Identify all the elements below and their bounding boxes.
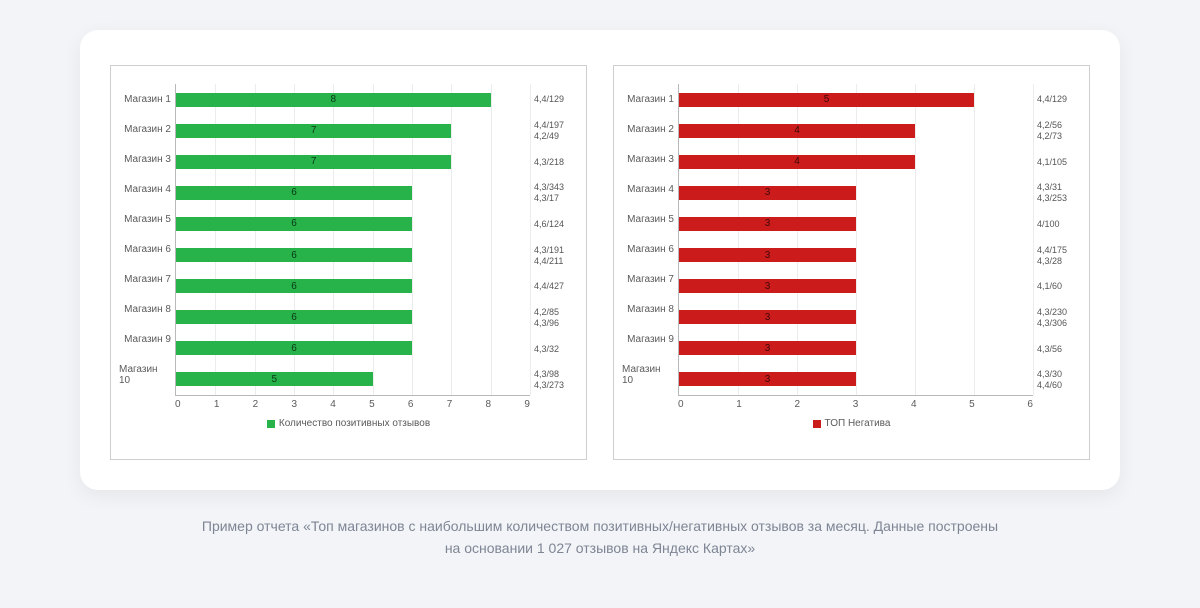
- caption-text: Пример отчета «Топ магазинов с наибольши…: [80, 490, 1120, 559]
- y-label: Магазин 8: [124, 304, 171, 315]
- x-tick: 1: [736, 399, 742, 410]
- annotation: 4,4/1974,2/49: [534, 115, 578, 146]
- bar: 6: [176, 186, 412, 200]
- annotation: 4,3/3434,3/17: [534, 178, 578, 209]
- x-tick: 6: [408, 399, 414, 410]
- x-tick: 3: [853, 399, 859, 410]
- x-tick: 9: [524, 399, 530, 410]
- x-tick: 8: [486, 399, 492, 410]
- annotation: 4,4/427: [534, 271, 578, 302]
- annotation: 4,3/984,3/273: [534, 365, 578, 396]
- x-tick: 5: [369, 399, 375, 410]
- annotation: 4,2/564,2/73: [1037, 115, 1081, 146]
- y-label: Магазин 7: [627, 274, 674, 285]
- annotation: 4,1/105: [1037, 146, 1081, 177]
- bar: 6: [176, 341, 412, 355]
- y-axis-labels: Магазин 1 Магазин 2 Магазин 3 Магазин 4 Мага…: [622, 84, 678, 396]
- x-tick: 4: [911, 399, 917, 410]
- annotation: 4,3/1914,4/211: [534, 240, 578, 271]
- bar: 3: [679, 341, 856, 355]
- y-label: Магазин 9: [124, 334, 171, 345]
- y-label: Магазин 5: [627, 214, 674, 225]
- y-label: Магазин 5: [124, 214, 171, 225]
- x-tick: 2: [794, 399, 800, 410]
- x-tick: 6: [1027, 399, 1033, 410]
- annotation: 4,3/32: [534, 334, 578, 365]
- x-axis: 0 1 2 3 4 5 6: [678, 396, 1033, 410]
- chart-negative: Магазин 1 Магазин 2 Магазин 3 Магазин 4 Мага…: [613, 65, 1090, 460]
- annotation: 4,3/56: [1037, 334, 1081, 365]
- annotation: 4,3/218: [534, 146, 578, 177]
- annotation: 4,4/1754,3/28: [1037, 240, 1081, 271]
- y-label: Магазин 1: [627, 94, 674, 105]
- bar: 7: [176, 155, 451, 169]
- bar: 4: [679, 124, 915, 138]
- bar: 5: [679, 93, 974, 107]
- bar: 3: [679, 372, 856, 386]
- annotation: 4,3/2304,3/306: [1037, 302, 1081, 333]
- x-tick: 5: [969, 399, 975, 410]
- annotation: 4,4/129: [534, 84, 578, 115]
- plot-area: 8 7 7 6 6 6 6 6 6 5: [175, 84, 530, 396]
- right-annotations: 4,4/1294,2/564,2/734,1/1054,3/314,3/2534…: [1033, 84, 1081, 396]
- x-tick: 0: [678, 399, 684, 410]
- y-label: Магазин 8: [627, 304, 674, 315]
- y-label: Магазин 9: [627, 334, 674, 345]
- y-label: Магазин 4: [124, 184, 171, 195]
- chart-positive: Магазин 1 Магазин 2 Магазин 3 Магазин 4 Мага…: [110, 65, 587, 460]
- y-label: Магазин 2: [627, 124, 674, 135]
- y-label: Магазин 2: [124, 124, 171, 135]
- annotation: 4,6/124: [534, 209, 578, 240]
- bar: 4: [679, 155, 915, 169]
- bar: 6: [176, 279, 412, 293]
- bar: 6: [176, 248, 412, 262]
- annotation: 4,4/129: [1037, 84, 1081, 115]
- chart-card: Магазин 1 Магазин 2 Магазин 3 Магазин 4 Мага…: [80, 30, 1120, 490]
- legend-swatch: [813, 420, 821, 428]
- x-tick: 3: [291, 399, 297, 410]
- bar: 3: [679, 186, 856, 200]
- bar: 3: [679, 217, 856, 231]
- bar: 3: [679, 310, 856, 324]
- bar: 6: [176, 310, 412, 324]
- y-label: Магазин 3: [124, 154, 171, 165]
- bar: 8: [176, 93, 491, 107]
- y-label: Магазин 6: [627, 244, 674, 255]
- annotation: 4/100: [1037, 209, 1081, 240]
- y-label: Магазин 6: [124, 244, 171, 255]
- y-label: Магазин 10: [622, 364, 674, 386]
- legend-swatch: [267, 420, 275, 428]
- plot-area: 5 4 4 3 3 3 3 3 3 3: [678, 84, 1033, 396]
- annotation: 4,3/314,3/253: [1037, 178, 1081, 209]
- legend: ТОП Негатива: [622, 410, 1081, 429]
- bar: 6: [176, 217, 412, 231]
- legend-label: ТОП Негатива: [825, 418, 891, 429]
- annotation: 4,1/60: [1037, 271, 1081, 302]
- bar: 3: [679, 279, 856, 293]
- x-tick: 2: [253, 399, 259, 410]
- bar: 5: [176, 372, 373, 386]
- annotation: 4,2/854,3/96: [534, 302, 578, 333]
- x-tick: 1: [214, 399, 220, 410]
- legend: Количество позитивных отзывов: [119, 410, 578, 429]
- y-label: Магазин 1: [124, 94, 171, 105]
- y-label: Магазин 7: [124, 274, 171, 285]
- bar: 3: [679, 248, 856, 262]
- y-label: Магазин 4: [627, 184, 674, 195]
- annotation: 4,3/304,4/60: [1037, 365, 1081, 396]
- x-tick: 4: [330, 399, 336, 410]
- x-tick: 7: [447, 399, 453, 410]
- x-axis: 0 1 2 3 4 5 6 7 8 9: [175, 396, 530, 410]
- legend-label: Количество позитивных отзывов: [279, 418, 430, 429]
- right-annotations: 4,4/1294,4/1974,2/494,3/2184,3/3434,3/17…: [530, 84, 578, 396]
- x-tick: 0: [175, 399, 181, 410]
- y-label: Магазин 10: [119, 364, 171, 386]
- y-axis-labels: Магазин 1 Магазин 2 Магазин 3 Магазин 4 Мага…: [119, 84, 175, 396]
- bar: 7: [176, 124, 451, 138]
- y-label: Магазин 3: [627, 154, 674, 165]
